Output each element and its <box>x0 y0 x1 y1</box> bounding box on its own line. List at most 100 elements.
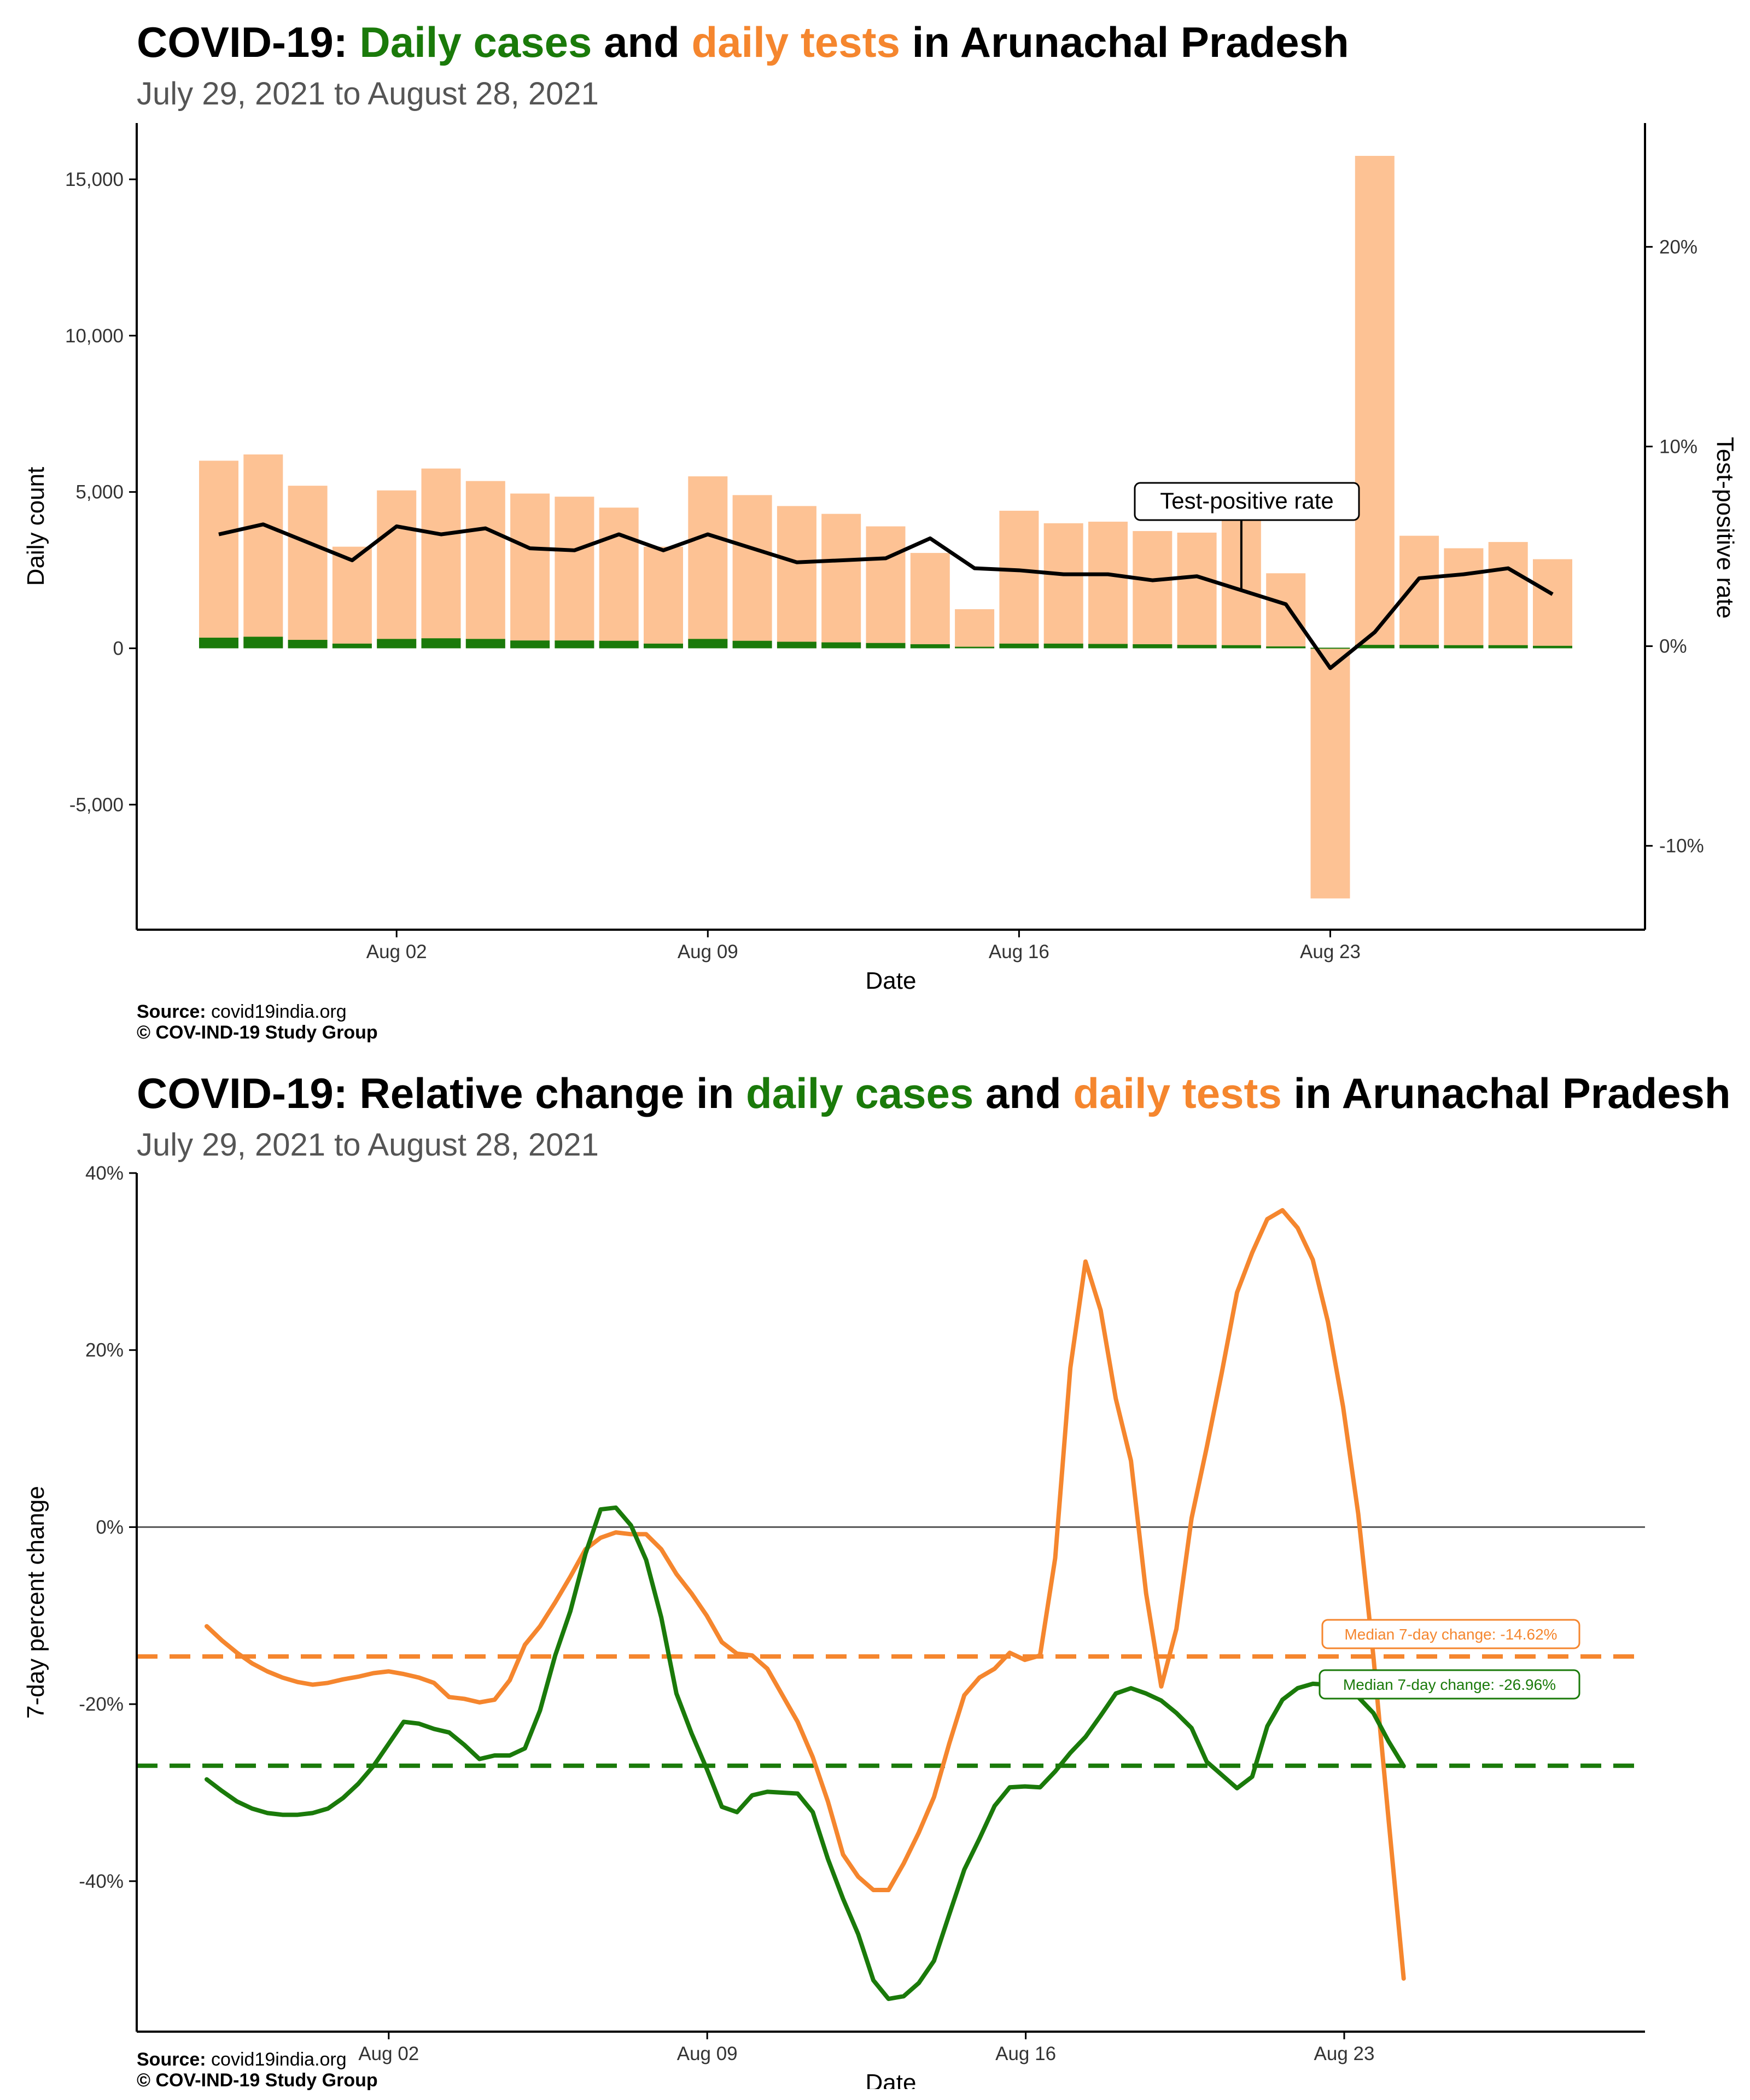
tests-bar <box>199 460 238 649</box>
cases-change-line <box>205 1505 1406 2002</box>
tests-bar <box>777 506 816 649</box>
x-tick-label: Aug 23 <box>1300 941 1361 962</box>
y2-axis-title: Test-positive rate <box>1712 437 1739 619</box>
y-tick-label: 40% <box>85 1163 124 1184</box>
bottom-chart-panel: COVID-19: Relative change in daily cases… <box>0 1050 1750 2100</box>
title-prefix: COVID-19: <box>137 18 360 66</box>
bottom-source: Source: covid19india.org <box>137 2049 347 2070</box>
tests-bar <box>555 497 594 649</box>
tests-bar <box>999 510 1039 649</box>
cases-bar <box>1355 645 1395 649</box>
title-and: and <box>592 18 692 66</box>
y-tick-label: -40% <box>79 1871 124 1892</box>
cases-bar <box>332 643 372 649</box>
cases-bar <box>1266 646 1306 649</box>
x-axis-title: Date <box>866 967 917 994</box>
source-value: covid19india.org <box>206 1001 347 1022</box>
tpr-line <box>218 522 1554 670</box>
tests-bar <box>243 454 283 649</box>
y2-tick-label: 10% <box>1659 436 1698 457</box>
top-chart-panel: COVID-19: Daily cases and daily tests in… <box>22 18 1739 1043</box>
y-tick-label: 10,000 <box>65 325 124 347</box>
cases-bar <box>510 640 550 649</box>
cases-bar <box>688 639 728 649</box>
title-and: and <box>973 1069 1074 1117</box>
tests-bar <box>955 609 995 649</box>
tests-bar <box>1133 531 1172 649</box>
top-chart-svg: -5,000 0 5,000 10,000 15,000 -10% 0% 10% 20% Aug … <box>22 123 1739 994</box>
cases-bar <box>1488 645 1528 649</box>
cases-bar <box>1133 644 1172 649</box>
cases-bar <box>199 638 238 649</box>
title-tests: daily tests <box>1073 1069 1282 1117</box>
annotation-box <box>1134 482 1360 521</box>
y-tick-label: 15,000 <box>65 169 124 190</box>
title-suffix: in Arunachal Pradesh <box>900 18 1349 66</box>
median-label: Median 7-day change: -26.96% <box>1343 1676 1556 1693</box>
cases-bar <box>644 643 683 649</box>
median-label-box <box>1319 1669 1580 1700</box>
tests-bar <box>510 493 550 649</box>
y-axis-title: Daily count <box>22 467 49 586</box>
bottom-chart-subtitle: July 29, 2021 to August 28, 2021 <box>137 1127 599 1163</box>
source-label: Source: <box>137 2049 206 2070</box>
y-axis-title: 7-day percent change <box>22 1486 49 1719</box>
cases-bar <box>732 640 772 649</box>
cases-bar <box>866 643 906 649</box>
tests-bar <box>377 490 417 649</box>
tests-bar <box>1177 532 1217 649</box>
tests-bar <box>288 486 328 649</box>
y2-tick-label: 0% <box>1659 636 1687 657</box>
title-prefix: COVID-19: Relative change in <box>137 1069 746 1117</box>
cases-bar <box>243 637 283 649</box>
tests-bar <box>1043 523 1083 649</box>
bottom-chart-title: COVID-19: Relative change in daily cases… <box>137 1069 1731 1118</box>
source-value: covid19india.org <box>206 2049 347 2070</box>
top-chart-subtitle: July 29, 2021 to August 28, 2021 <box>137 76 599 112</box>
median-label: Median 7-day change: -14.62% <box>1344 1626 1557 1643</box>
tests-bar <box>732 495 772 649</box>
x-tick-label: Aug 02 <box>358 2043 419 2064</box>
title-cases: Daily cases <box>359 18 592 66</box>
cases-bar <box>1444 645 1484 649</box>
cases-bar <box>465 639 505 649</box>
median-label-box <box>1321 1619 1580 1649</box>
tests-bar <box>1355 156 1395 649</box>
cases-bar <box>1177 645 1217 649</box>
tests-bar <box>1088 521 1128 649</box>
top-source: Source: covid19india.org <box>137 1001 347 1023</box>
tests-bar <box>1310 648 1350 899</box>
x-tick-label: Aug 23 <box>1314 2043 1375 2064</box>
cases-bar <box>955 646 995 649</box>
y-tick-label: -5,000 <box>69 794 124 815</box>
tests-bar <box>1533 559 1572 649</box>
cases-bar <box>1533 645 1572 649</box>
tests-bar <box>332 546 372 649</box>
top-chart-title: COVID-19: Daily cases and daily tests in… <box>137 18 1349 67</box>
y2-tick-label: -10% <box>1659 836 1704 857</box>
cases-bar <box>1310 648 1350 649</box>
y-tick-label: 0% <box>96 1516 124 1538</box>
x-axis-title: Date <box>866 2069 917 2089</box>
annotation-label: Test-positive rate <box>1160 488 1333 514</box>
cases-bar <box>999 643 1039 649</box>
tests-bar <box>644 546 683 649</box>
top-copyright: © COV-IND-19 Study Group <box>137 1022 378 1043</box>
x-tick-label: Aug 09 <box>678 941 738 962</box>
tests-bar <box>1266 573 1306 649</box>
title-cases: daily cases <box>745 1069 974 1117</box>
tests-bar <box>688 476 728 649</box>
cases-bar <box>821 642 861 649</box>
x-tick-label: Aug 09 <box>677 2043 738 2064</box>
source-label: Source: <box>137 1001 206 1022</box>
tests-bar <box>465 481 505 649</box>
x-tick-label: Aug 02 <box>366 941 427 962</box>
tests-bar <box>821 514 861 649</box>
bottom-copyright: © COV-IND-19 Study Group <box>137 2070 378 2091</box>
bottom-chart-svg: Median 7-day change: -14.62% Median 7-day… <box>22 1163 1645 2089</box>
cases-bar <box>421 638 461 649</box>
y-tick-label: 5,000 <box>75 482 124 503</box>
x-tick-label: Aug 16 <box>995 2043 1056 2064</box>
tests-bar <box>866 526 906 649</box>
cases-bar <box>910 644 950 649</box>
